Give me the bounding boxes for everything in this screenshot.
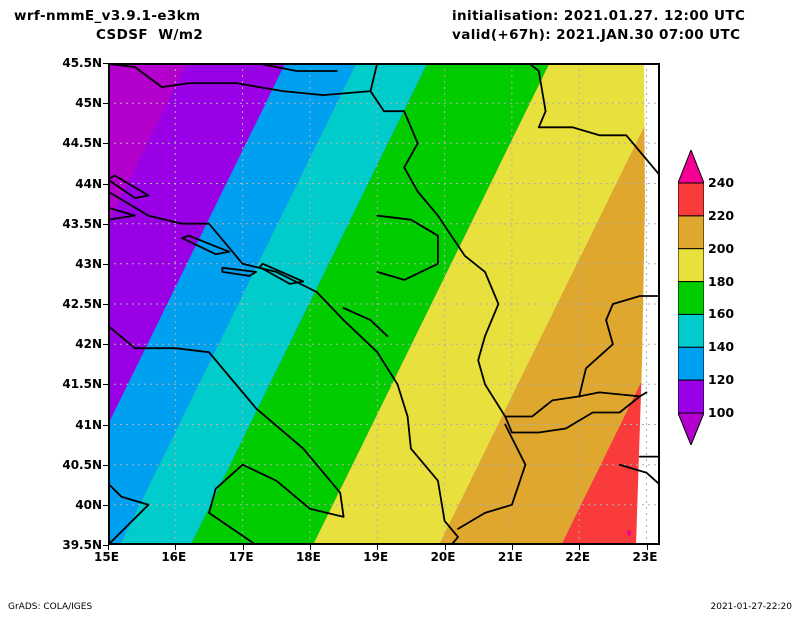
y-tick xyxy=(103,143,108,145)
y-tick xyxy=(103,424,108,426)
coastline-12 xyxy=(251,63,338,72)
colorbar-band-120-140 xyxy=(678,346,704,381)
colorbar-band-100-120 xyxy=(678,379,704,414)
coastline-15 xyxy=(605,295,660,322)
x-tick-label: 17E xyxy=(228,550,254,564)
y-tick-label: 43N xyxy=(75,256,102,271)
y-tick xyxy=(103,223,108,225)
y-tick xyxy=(103,263,108,265)
colorbar-tick-label: 120 xyxy=(708,372,735,388)
x-tick-label: 22E xyxy=(565,550,591,564)
footer-timestamp: 2021-01-27-22:20 xyxy=(710,602,793,612)
colorbar-band-140-160 xyxy=(678,313,704,348)
colorbar-tick-label: 100 xyxy=(708,405,735,420)
x-tick xyxy=(309,545,311,550)
contour-band-100-120 xyxy=(108,63,286,425)
contour-band-140-160 xyxy=(119,63,428,545)
colorbar-band-200-220 xyxy=(678,215,704,250)
y-tick xyxy=(103,464,108,466)
y-tick xyxy=(103,183,108,185)
y-tick-label: 45N xyxy=(75,96,102,111)
colorbar-band-160-180 xyxy=(678,281,704,316)
y-tick-label: 45.5N xyxy=(62,56,102,70)
coastline-7 xyxy=(258,262,305,285)
x-tick-label: 18E xyxy=(295,550,321,564)
contour-speckle-2 xyxy=(626,530,631,536)
y-tick xyxy=(103,63,108,64)
plot-frame xyxy=(108,63,660,545)
y-tick-label: 41N xyxy=(75,417,102,432)
colorbar-band-180-200 xyxy=(678,248,704,283)
valid-time: valid(+67h): 2021.JAN.30 07:00 UTC xyxy=(452,27,741,43)
x-tick-label: 15E xyxy=(94,550,119,564)
contour-band-200-220 xyxy=(439,95,660,545)
y-tick-label: 42.5N xyxy=(62,297,102,311)
colorbar-tick-label: 180 xyxy=(708,273,735,289)
coastline-5 xyxy=(181,234,231,256)
colorbar-arrow-bottom xyxy=(678,412,704,445)
coastline-18 xyxy=(618,463,660,486)
y-tick xyxy=(103,304,108,305)
coastline-17 xyxy=(578,319,614,398)
y-tick xyxy=(103,103,108,105)
coastline-23 xyxy=(342,307,389,338)
coastline-10 xyxy=(108,482,150,545)
contour-band-220-240 xyxy=(561,344,660,545)
gridlines xyxy=(108,63,660,545)
coastline-19 xyxy=(638,455,660,482)
x-tick xyxy=(377,545,379,550)
coastline-4 xyxy=(108,174,150,199)
colorbar-arrow-top xyxy=(678,150,704,184)
coastline-13 xyxy=(369,90,648,434)
x-tick xyxy=(646,545,648,550)
coastline-6 xyxy=(221,266,258,277)
y-tick-label: 44N xyxy=(75,176,102,191)
colorbar-tick-label: 240 xyxy=(708,175,735,190)
x-tick xyxy=(511,545,513,550)
initialisation-time: initialisation: 2021.01.27. 12:00 UTC xyxy=(452,8,746,24)
y-tick-label: 41.5N xyxy=(62,377,102,392)
colorbar-tick-label: 220 xyxy=(708,207,735,223)
contour-band-160-180 xyxy=(190,63,550,545)
x-tick xyxy=(242,545,244,550)
y-tick-label: 39.5N xyxy=(62,538,102,552)
x-tick-label: 19E xyxy=(363,550,389,564)
coastline-22 xyxy=(457,423,527,530)
x-tick xyxy=(444,545,446,550)
coastline-9 xyxy=(108,324,345,545)
variable-title: CSDSF W/m2 xyxy=(96,27,204,43)
colorbar-tick-label: 140 xyxy=(708,339,735,355)
x-tick-label: 16E xyxy=(161,550,187,564)
x-tick-label: 21E xyxy=(497,550,523,564)
coastlines xyxy=(108,63,660,545)
y-tick-label: 44.5N xyxy=(62,136,102,151)
colorbar-band-220-240 xyxy=(678,182,704,217)
x-tick xyxy=(175,545,177,550)
y-tick-label: 43.5N xyxy=(62,216,102,231)
map-plot-area xyxy=(108,63,660,545)
coastline-11 xyxy=(108,206,136,221)
colorbar xyxy=(678,150,704,445)
y-tick-label: 42N xyxy=(75,337,102,352)
y-tick xyxy=(103,504,108,506)
y-tick xyxy=(103,344,108,346)
x-tick-label: 23E xyxy=(632,550,658,564)
coastline-14 xyxy=(376,214,439,281)
y-tick-label: 40.5N xyxy=(62,457,102,472)
x-tick xyxy=(108,545,109,550)
coastline-16 xyxy=(504,391,641,418)
y-tick xyxy=(103,545,108,546)
colorbar-tick-label: 200 xyxy=(708,240,735,256)
colorbar-tick-label: 160 xyxy=(708,306,735,322)
y-tick-label: 40N xyxy=(75,497,102,512)
y-tick xyxy=(103,384,108,386)
contour-map xyxy=(108,63,660,545)
coastline-20 xyxy=(537,126,660,177)
x-tick-label: 20E xyxy=(430,550,456,564)
x-tick xyxy=(579,545,581,550)
coastline-21 xyxy=(527,63,547,129)
model-title: wrf-nmmE_v3.9.1-e3km xyxy=(14,8,201,24)
footer-credit: GrADS: COLA/IGES xyxy=(8,602,93,612)
